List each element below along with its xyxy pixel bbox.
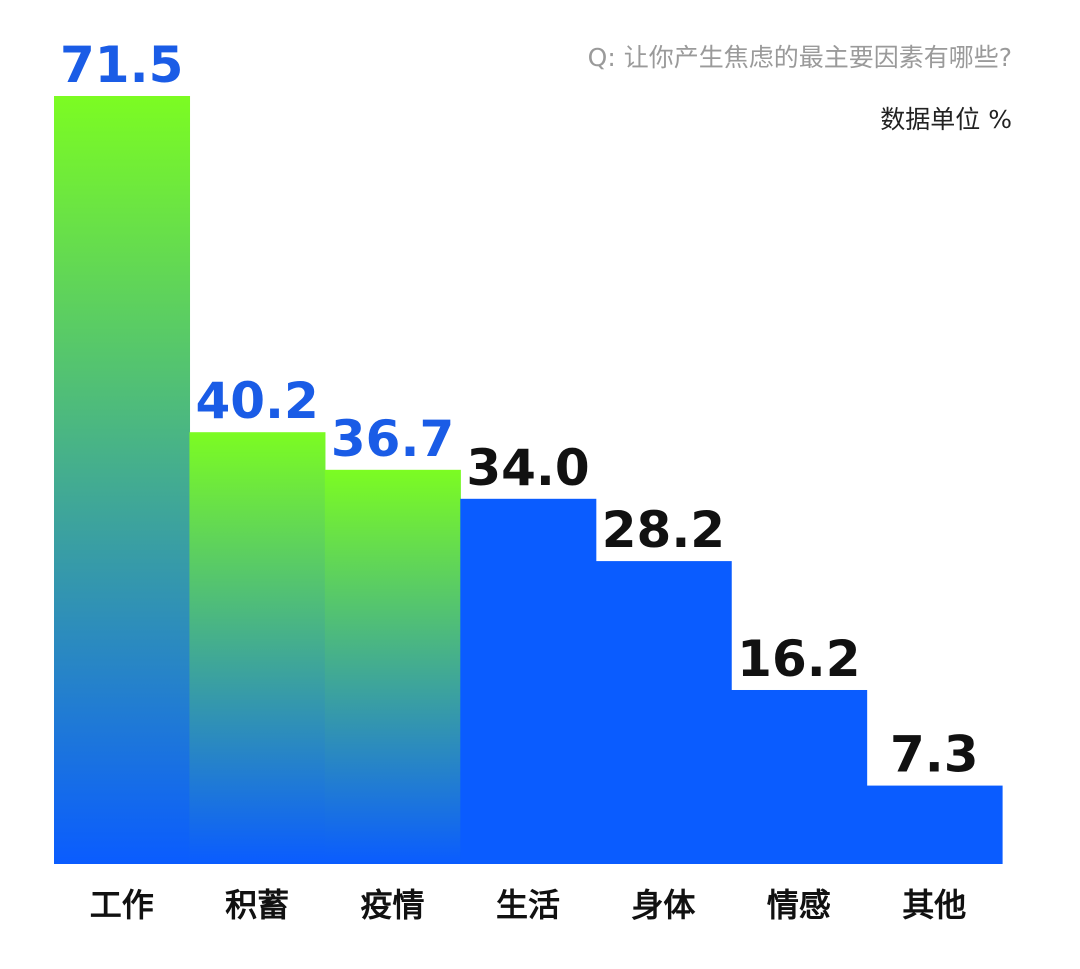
question-text: Q: 让你产生焦虑的最主要因素有哪些?	[588, 43, 1012, 72]
category-label-3: 生活	[496, 886, 560, 924]
bar-6	[866, 785, 1003, 864]
value-label-2: 36.7	[331, 410, 454, 468]
value-label-6: 7.3	[890, 726, 979, 784]
value-label-5: 16.2	[737, 630, 860, 688]
bar-1	[189, 432, 326, 864]
value-label-4: 28.2	[602, 501, 725, 559]
bar-3	[460, 498, 597, 864]
bar-5	[731, 689, 868, 864]
bars-group	[54, 96, 1003, 864]
value-label-0: 71.5	[60, 36, 183, 94]
bar-0	[54, 96, 191, 864]
unit-label: 数据单位 %	[880, 105, 1012, 134]
bar-4	[595, 561, 732, 864]
category-label-0: 工作	[90, 886, 154, 924]
value-label-3: 34.0	[466, 439, 589, 497]
category-label-5: 情感	[767, 886, 831, 924]
value-label-1: 40.2	[195, 372, 318, 430]
category-label-4: 身体	[631, 886, 695, 924]
category-label-6: 其他	[902, 886, 966, 924]
value-labels-group: 71.5 40.236.7 34.028.2 16.2 7.3	[60, 36, 979, 784]
category-label-1: 积蓄	[225, 886, 289, 924]
bar-2	[324, 469, 461, 864]
category-label-2: 疫情	[361, 886, 425, 924]
category-labels-group: 工作 积蓄 疫情 生活 身体 情感 其他	[90, 886, 967, 924]
